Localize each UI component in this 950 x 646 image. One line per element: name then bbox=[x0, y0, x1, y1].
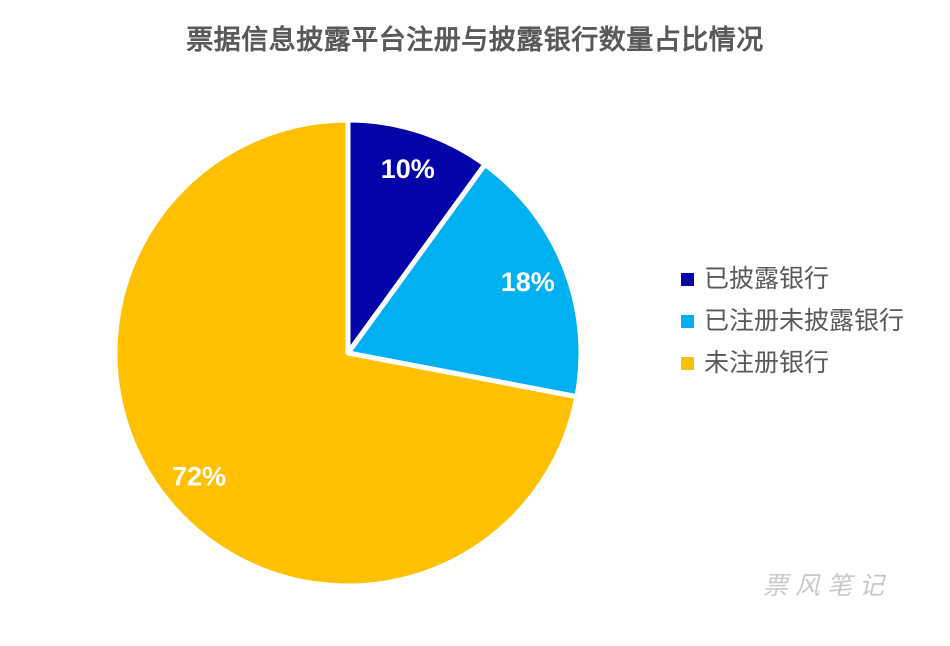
legend-swatch bbox=[681, 314, 694, 328]
legend-swatch bbox=[681, 356, 694, 370]
legend-label: 未注册银行 bbox=[704, 348, 830, 377]
pie-slice-3 bbox=[112, 117, 580, 589]
pie-slice-1 bbox=[345, 117, 488, 356]
legend-item: 未注册银行 bbox=[681, 342, 904, 384]
legend-item: 已披露银行 bbox=[681, 258, 904, 300]
chart-title: 票据信息披露平台注册与披露银行数量占比情况 bbox=[186, 25, 764, 55]
watermark: 票风笔记 bbox=[763, 571, 892, 600]
pie-slice-label: 10% bbox=[381, 154, 435, 184]
pie-slice-label: 72% bbox=[172, 461, 226, 491]
legend-swatch bbox=[681, 272, 694, 286]
legend: 已披露银行已注册未披露银行 未注册银行 bbox=[681, 258, 904, 384]
legend-item: 已注册未披露银行 bbox=[681, 300, 904, 342]
legend-label: 已注册未披露银行 bbox=[704, 306, 905, 335]
pie-slice-label: 18% bbox=[501, 267, 555, 297]
legend-label: 已披露银行 bbox=[704, 264, 830, 293]
pie-slice-2 bbox=[345, 162, 584, 400]
